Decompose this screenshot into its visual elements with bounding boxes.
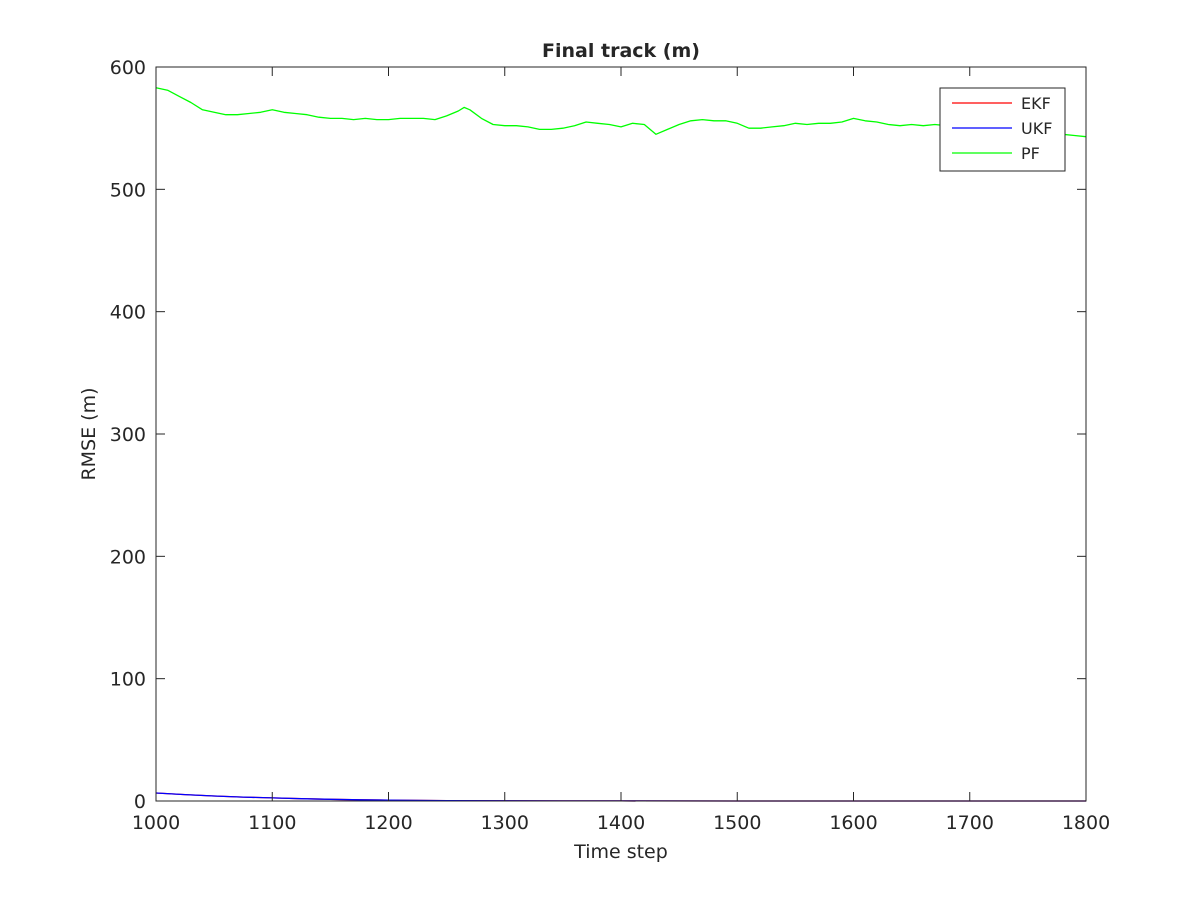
y-tick-label: 500	[110, 179, 146, 201]
axes-background	[156, 67, 1086, 801]
y-tick-label: 300	[110, 424, 146, 446]
x-tick-label: 1700	[946, 812, 994, 834]
x-tick-label: 1300	[481, 812, 529, 834]
series-line-pf	[155, 87, 1087, 138]
legend-label-ukf: UKF	[1021, 119, 1052, 138]
y-tick-label: 600	[110, 57, 146, 79]
x-tick-label: 1600	[829, 812, 877, 834]
ticks-layer: 1000 1100 1200 1300 1400 1500 1600 1700 1800 0 100…	[110, 57, 1110, 834]
x-tick-label: 1200	[364, 812, 412, 834]
legend-label-ekf: EKF	[1021, 94, 1051, 113]
legend-label-pf: PF	[1021, 144, 1040, 163]
x-tick-label: 1400	[597, 812, 645, 834]
y-tick-label: 200	[110, 546, 146, 568]
x-tick-label: 1000	[132, 812, 180, 834]
legend: EKF UKF PF	[939, 87, 1066, 172]
chart-title: Final track (m)	[542, 40, 700, 62]
y-tick-label: 100	[110, 669, 146, 691]
x-tick-label: 1100	[248, 812, 296, 834]
x-axis-label: Time step	[573, 841, 668, 863]
x-tick-label: 1800	[1062, 812, 1110, 834]
y-tick-label: 400	[110, 302, 146, 324]
x-tick-label: 1500	[713, 812, 761, 834]
y-axis-label: RMSE (m)	[78, 387, 100, 480]
y-tick-label: 0	[134, 791, 146, 813]
legend-box	[939, 87, 1066, 172]
